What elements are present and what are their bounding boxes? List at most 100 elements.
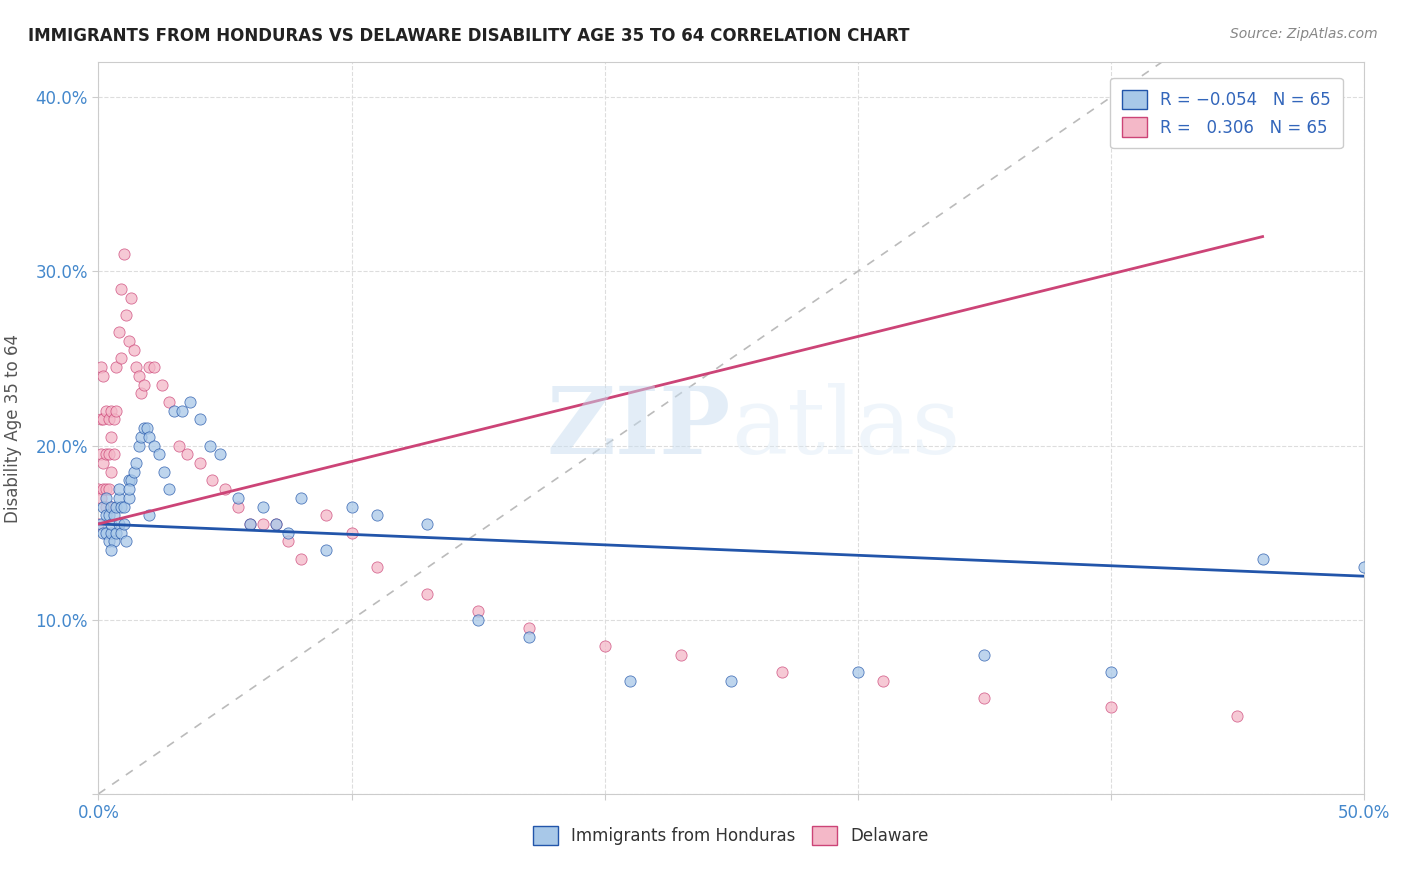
Point (93, 412, 115, 426)
Point (1353, 560, 1375, 574)
Point (138, 508, 160, 523)
Point (157, 482, 180, 496)
Point (290, 551, 312, 566)
Point (226, 500, 249, 514)
Point (94, 447, 117, 461)
Point (100, 525, 122, 540)
Point (97, 447, 120, 461)
Point (226, 491, 249, 505)
Point (252, 500, 274, 514)
Point (93, 500, 115, 514)
Point (720, 673, 742, 688)
Point (128, 368, 150, 383)
Point (179, 395, 201, 409)
Point (90, 412, 112, 426)
Point (1099, 665, 1122, 679)
Point (120, 291, 142, 305)
Point (122, 465, 145, 479)
Point (170, 403, 193, 417)
Point (416, 516, 439, 531)
Point (143, 360, 166, 375)
Point (97, 412, 120, 426)
Point (1251, 551, 1274, 566)
Text: Source: ZipAtlas.com: Source: ZipAtlas.com (1230, 27, 1378, 41)
Point (135, 421, 157, 435)
Point (128, 439, 150, 453)
Point (93, 482, 115, 496)
Y-axis label: Disability Age 35 to 64: Disability Age 35 to 64 (4, 334, 21, 523)
Point (90, 516, 112, 531)
Point (105, 500, 128, 514)
Point (100, 500, 122, 514)
Point (366, 508, 388, 523)
Point (517, 622, 540, 636)
Point (148, 447, 170, 461)
Point (115, 534, 138, 549)
Point (122, 343, 145, 357)
Point (143, 439, 166, 453)
Point (118, 334, 141, 348)
Point (163, 403, 186, 417)
Point (153, 465, 176, 479)
Point (93, 525, 115, 540)
Point (105, 360, 128, 375)
Point (94, 500, 117, 514)
Point (97, 508, 120, 523)
Point (315, 508, 337, 523)
Point (93, 368, 115, 383)
Point (669, 648, 692, 662)
Point (87, 516, 110, 531)
Point (103, 447, 125, 461)
Point (593, 639, 616, 653)
Point (118, 474, 141, 488)
Point (97, 482, 120, 496)
Point (107, 482, 129, 496)
Point (94, 482, 117, 496)
Point (264, 516, 287, 531)
Point (94, 403, 117, 417)
Point (90, 447, 112, 461)
Point (93, 456, 115, 470)
Point (176, 447, 198, 461)
Point (131, 386, 153, 401)
Point (214, 482, 236, 496)
Point (872, 673, 894, 688)
Point (416, 586, 439, 600)
Point (90, 491, 112, 505)
Point (201, 474, 224, 488)
Point (252, 516, 274, 531)
Point (132, 377, 155, 392)
Point (366, 560, 388, 574)
Point (208, 447, 231, 461)
Point (100, 500, 122, 514)
Point (105, 525, 128, 540)
Point (340, 525, 363, 540)
Point (94, 491, 117, 505)
Point (87, 482, 110, 496)
Point (315, 543, 337, 558)
Point (150, 377, 173, 392)
Point (90, 360, 112, 375)
Point (100, 516, 122, 531)
Point (277, 534, 299, 549)
Point (138, 430, 160, 444)
Point (120, 474, 142, 488)
Point (132, 421, 155, 435)
Legend: Immigrants from Honduras, Delaware: Immigrants from Honduras, Delaware (523, 816, 939, 855)
Point (103, 508, 125, 523)
Point (110, 351, 132, 366)
Point (973, 648, 995, 662)
Point (198, 439, 221, 453)
Text: ZIP: ZIP (547, 384, 731, 473)
Point (107, 516, 129, 531)
Point (100, 465, 122, 479)
Point (239, 516, 262, 531)
Point (118, 491, 141, 505)
Point (118, 482, 141, 496)
Point (770, 665, 793, 679)
Point (1226, 708, 1249, 723)
Point (467, 613, 489, 627)
Point (94, 508, 117, 523)
Point (115, 308, 138, 322)
Point (138, 360, 160, 375)
